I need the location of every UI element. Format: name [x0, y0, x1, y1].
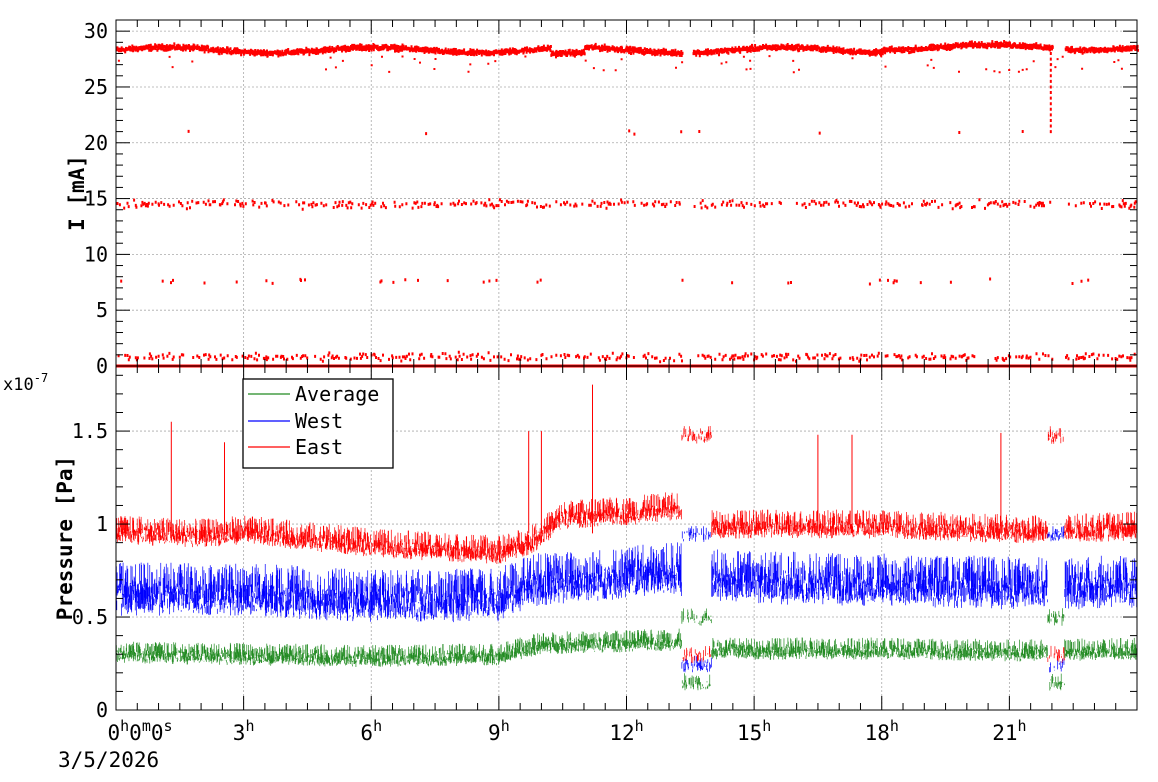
current-panel: 0 5 10 15 20 25 30 I [mA]: [65, 19, 1139, 378]
current-grid: [116, 20, 1137, 366]
x-axis-labels: 0h0m0s 3h 6h 9h 12h 15h 18h 21h: [107, 717, 1026, 745]
current-point-band-3: [120, 277, 1090, 286]
pressure-ticks: 0 0.5 1 1.5: [72, 20, 1138, 722]
pressure-exponent-base: x10: [3, 375, 34, 395]
x-tick-label: 9h: [488, 717, 510, 745]
pressure-y-tick-label: 1: [96, 512, 108, 536]
legend-label-average: Average: [295, 382, 379, 406]
legend-label-west: West: [295, 409, 343, 433]
current-y-tick-label: 10: [84, 242, 108, 266]
x-axis-date: 3/5/2026: [58, 748, 159, 772]
pressure-y-axis-label: Pressure [Pa]: [53, 456, 77, 620]
x-tick-label: 12h: [609, 717, 643, 745]
pressure-y-tick-label: 0: [96, 698, 108, 722]
pressure-panel: 0 0.5 1 1.5 Pressure [Pa] x10-7 Average Wes…: [3, 20, 1138, 722]
current-ticks: 0 5 10 15 20 25 30: [84, 19, 1137, 378]
current-dip: [1049, 52, 1052, 134]
current-point-band-1: [116, 198, 1137, 211]
pressure-y-tick-label: 1.5: [72, 419, 108, 443]
legend: Average West East: [242, 378, 394, 469]
current-y-tick-label: 15: [84, 187, 108, 211]
current-y-tick-label: 0: [96, 354, 108, 378]
current-points: [116, 40, 1139, 368]
current-y-tick-label: 5: [96, 298, 108, 322]
x-tick-label: 6h: [360, 717, 382, 745]
x-tick-label: 3h: [233, 717, 255, 745]
current-point-band-4: [187, 129, 1024, 136]
x-tick-label: 0h0m0s: [107, 717, 172, 745]
current-point-band-0: [116, 40, 1139, 59]
current-point-band-2: [117, 350, 1136, 364]
pressure-y-tick-label: 0.5: [72, 605, 108, 629]
current-y-axis-label: I [mA]: [65, 155, 89, 231]
current-y-tick-label: 30: [84, 19, 108, 43]
x-tick-label: 21h: [992, 717, 1026, 745]
pressure-exponent-power: -7: [34, 371, 48, 385]
x-tick-label: 18h: [865, 717, 899, 745]
current-point-band-0-stray: [117, 55, 1123, 74]
legend-label-east: East: [295, 435, 343, 459]
current-y-tick-label: 25: [84, 75, 108, 99]
pressure-exponent: x10-7: [3, 371, 48, 395]
x-tick-label: 15h: [737, 717, 771, 745]
current-y-tick-label: 20: [84, 131, 108, 155]
pressure-east-spikes: [170, 384, 1002, 534]
